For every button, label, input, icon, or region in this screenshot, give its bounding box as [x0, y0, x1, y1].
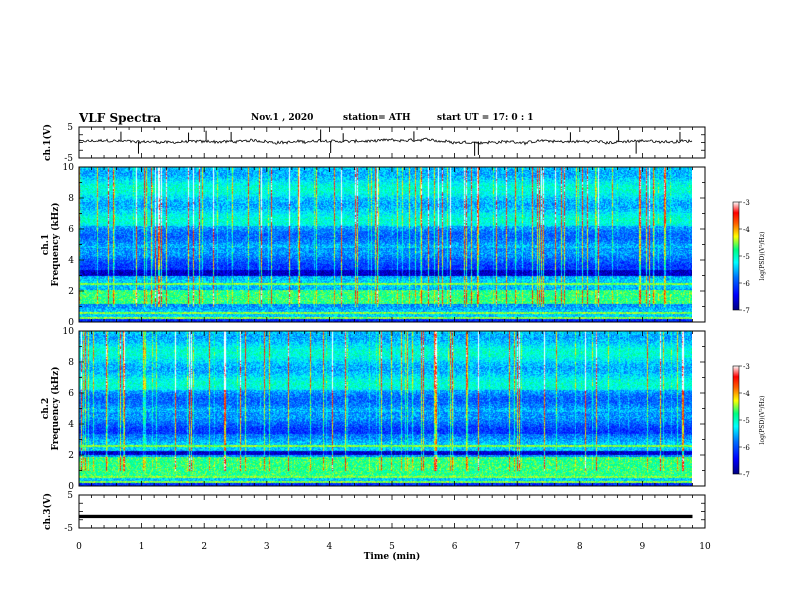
colorbar-label: log(PSD)(V²/Hz)	[759, 396, 766, 445]
xtick-label: 8	[577, 542, 583, 552]
ytick-label: 10	[63, 327, 75, 337]
ytick-label: 2	[68, 287, 74, 297]
xtick-label: 10	[699, 542, 711, 552]
station-label: station= ATH	[343, 113, 411, 123]
colorbar-tick: -5	[743, 417, 750, 425]
ytick-label: 2	[68, 451, 74, 461]
xtick-label: 3	[264, 542, 270, 552]
ytick-label: 10	[63, 163, 75, 173]
ylabel-3: ch.3(V)	[42, 493, 53, 530]
colorbar-tick: -7	[743, 471, 750, 479]
xtick-label: 7	[514, 542, 520, 552]
ylabel-2: ch.2	[41, 398, 51, 419]
ylabel-2: Frequency (kHz)	[50, 366, 61, 450]
spectrogram-image-2	[79, 331, 692, 486]
xtick-label: 2	[201, 542, 207, 552]
spectrogram-image-1	[79, 167, 692, 322]
ytick-label: 5	[67, 491, 73, 501]
ytick-label: 8	[68, 194, 74, 204]
ytick-label: -5	[64, 524, 73, 534]
xtick-label: 9	[640, 542, 646, 552]
ylabel-1: ch.1	[41, 234, 51, 255]
ytick-label: 6	[68, 389, 74, 399]
xtick-label: 4	[327, 542, 333, 552]
xaxis-label: Time (min)	[364, 551, 421, 562]
ch1-trace	[78, 137, 693, 146]
xtick-label: 6	[452, 542, 458, 552]
colorbar-tick: -3	[743, 199, 750, 207]
colorbar-tick: -4	[743, 390, 750, 398]
colorbar-tick: -7	[743, 307, 750, 315]
ytick-label: 4	[68, 420, 74, 430]
ylabel-0: ch.1(V)	[42, 124, 53, 161]
ytick-label: 6	[68, 225, 74, 235]
colorbar-tick: -6	[743, 280, 750, 288]
xtick-label: 1	[139, 542, 145, 552]
colorbar-tick: -5	[743, 253, 750, 261]
ylabel-1: Frequency (kHz)	[50, 202, 61, 286]
colorbar-tick: -4	[743, 226, 750, 234]
ytick-label: 5	[67, 123, 73, 133]
ytick-label: 4	[68, 256, 74, 266]
ch3-trace	[79, 514, 693, 519]
colorbar-tick: -3	[743, 363, 750, 371]
chart-title: VLF Spectra	[79, 111, 162, 125]
date-label: Nov.1 , 2020	[251, 113, 314, 123]
ytick-label: 0	[68, 482, 74, 492]
ytick-label: 0	[68, 318, 74, 328]
xtick-label: 5	[389, 542, 395, 552]
colorbar-2	[732, 365, 740, 475]
colorbar-tick: -6	[743, 444, 750, 452]
ytick-label: 8	[68, 358, 74, 368]
colorbar-1	[732, 201, 740, 311]
xtick-label: 0	[76, 542, 82, 552]
ytick-label: -5	[64, 154, 73, 164]
start-time-label: start UT = 17: 0 : 1	[437, 113, 534, 123]
colorbar-label: log(PSD)(V²/Hz)	[759, 232, 766, 281]
